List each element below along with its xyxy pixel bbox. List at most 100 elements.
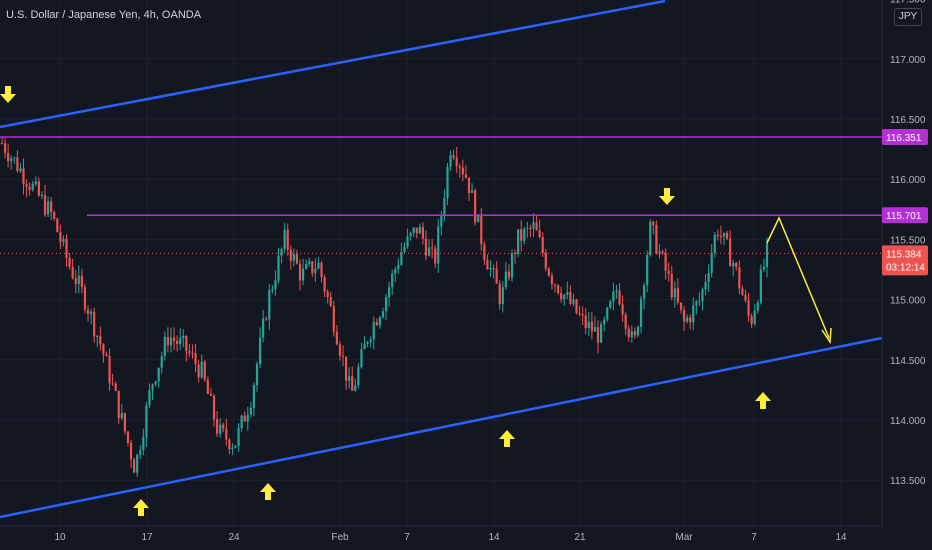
candle-body: [676, 288, 680, 303]
candle-body: [157, 367, 160, 382]
candle-body: [467, 177, 471, 193]
candle-body: [643, 285, 646, 299]
candle-body: [203, 361, 206, 380]
candle-body: [298, 263, 302, 281]
candle-body: [348, 376, 351, 381]
candle-body: [701, 289, 704, 302]
candle-body: [633, 331, 636, 336]
candle-body: [120, 413, 123, 419]
candle-body: [123, 413, 126, 432]
candle-body: [286, 229, 289, 250]
candle-body: [126, 431, 130, 443]
candle-body: [584, 315, 587, 329]
candle-body: [154, 381, 157, 385]
candle-body: [470, 190, 474, 193]
candle-body: [612, 291, 615, 302]
candle-body: [295, 254, 299, 264]
candle-body: [108, 356, 111, 384]
candle-body: [437, 226, 440, 264]
candle-body: [569, 292, 572, 304]
candle-body: [225, 428, 228, 440]
arrow-down-icon: [659, 188, 675, 205]
candle-body: [329, 297, 332, 307]
candle-body: [372, 322, 375, 340]
candle-body: [262, 318, 265, 338]
time-axis: 10 17 24 Feb 7 14 21 Mar 7 14: [0, 525, 882, 543]
candle-body: [682, 309, 686, 322]
candle-body: [692, 305, 695, 323]
arrow-up-icon: [755, 392, 771, 409]
candle-body: [182, 335, 185, 339]
candle-body: [268, 290, 271, 320]
candle-body: [510, 253, 514, 278]
candle-body: [265, 318, 268, 320]
candle-body: [166, 336, 170, 346]
candle-body: [443, 198, 446, 216]
arrow-up-icon: [260, 483, 276, 500]
candle-body: [397, 264, 400, 270]
candle-body: [360, 349, 363, 368]
candle-body: [729, 238, 732, 267]
candle-body: [105, 354, 108, 357]
candle-body: [179, 338, 182, 344]
candle-body: [615, 290, 618, 292]
candle-body: [280, 248, 283, 256]
candle-body: [176, 340, 179, 344]
chart-drawings: [0, 0, 883, 519]
candle-body: [698, 301, 701, 303]
candle-body: [228, 439, 231, 450]
candle-body: [200, 361, 203, 378]
level-label-bg: [882, 128, 928, 145]
candle-body: [206, 379, 209, 394]
x-tick-label: 24: [228, 532, 240, 543]
candle-body: [513, 253, 517, 255]
candle-body: [31, 183, 34, 190]
candle-body: [464, 174, 468, 178]
candle-body: [129, 442, 133, 460]
candle-body: [249, 407, 252, 415]
candle-body: [507, 271, 511, 278]
candle-body: [412, 227, 415, 233]
candle-body: [759, 269, 762, 303]
x-tick-label: 7: [751, 532, 757, 543]
candle-body: [667, 270, 670, 275]
candle-body: [50, 201, 53, 213]
candle-body: [188, 351, 191, 354]
candle-body: [418, 226, 421, 234]
projection-arrowhead-icon: [821, 327, 832, 345]
candle-body: [446, 166, 449, 199]
candle-body: [185, 335, 188, 352]
candle-body: [255, 363, 259, 385]
candle-body: [661, 251, 664, 253]
candle-body: [3, 143, 7, 154]
candle-body: [338, 344, 342, 356]
candle-body: [461, 167, 464, 175]
currency-badge[interactable]: JPY: [894, 8, 922, 26]
x-tick-label: 17: [141, 532, 153, 543]
candle-body: [96, 335, 99, 337]
candle-body: [292, 254, 295, 261]
candle-body: [366, 342, 369, 344]
candle-body: [357, 367, 360, 386]
candle-body: [19, 168, 22, 172]
candle-body: [308, 261, 311, 265]
candle-body: [563, 294, 566, 300]
candle-body: [744, 295, 747, 301]
candle-body: [747, 300, 750, 317]
candle-body: [71, 266, 74, 279]
candle-body: [578, 313, 581, 315]
candle-body: [317, 262, 320, 269]
candle-body: [725, 232, 729, 239]
candle-body: [713, 234, 716, 253]
candle-body: [630, 331, 633, 338]
candle-body: [658, 251, 661, 254]
candle-body: [191, 353, 194, 355]
candle-body: [670, 274, 673, 298]
candle-body: [314, 268, 317, 274]
candle-body: [679, 302, 683, 310]
y-tick-label: 114.500: [890, 356, 926, 367]
candle-body: [53, 212, 56, 219]
candle-body: [83, 287, 87, 310]
candle-body: [246, 414, 249, 422]
